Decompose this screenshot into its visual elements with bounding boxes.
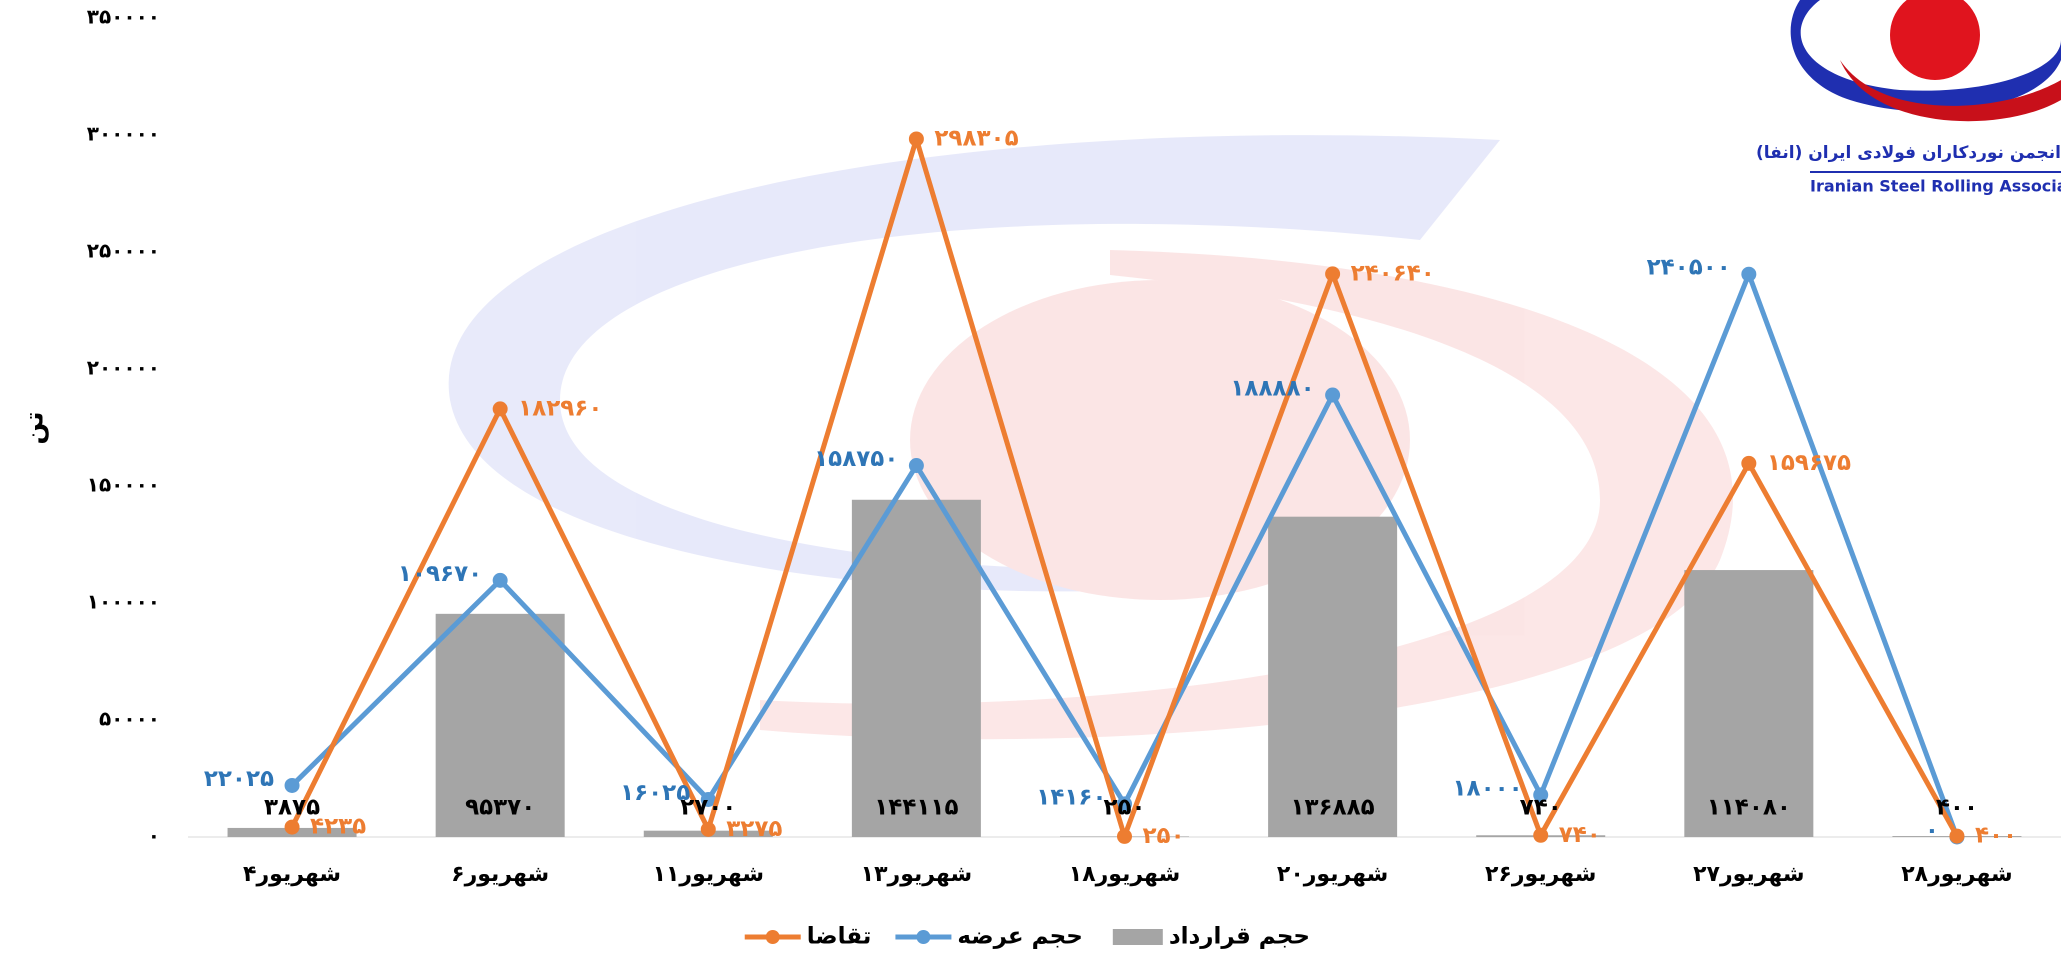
bar bbox=[1684, 570, 1814, 837]
marker bbox=[1741, 266, 1757, 282]
legend-label: حجم عرضه bbox=[957, 924, 1082, 950]
marker bbox=[492, 572, 508, 588]
marker bbox=[1325, 266, 1341, 282]
data-label: ۱۴۴۱۱۵ bbox=[874, 795, 958, 821]
marker bbox=[1325, 387, 1341, 403]
legend-swatch bbox=[1112, 929, 1163, 945]
data-label: ۱۸۰۰۰ bbox=[1453, 775, 1523, 801]
data-label: ۱۴۱۶۰ bbox=[1036, 784, 1106, 810]
y-tick-label: ۳۰۰۰۰۰ bbox=[87, 122, 160, 146]
x-tick-label: ۲۰شهریور bbox=[1277, 862, 1388, 887]
data-label: ۱۱۴۰۸۰ bbox=[1707, 795, 1791, 821]
legend-label: حجم قرارداد bbox=[1169, 924, 1310, 950]
data-label: ۷۴۰ bbox=[1559, 822, 1601, 848]
x-tick-label: ۱۸شهریور bbox=[1069, 862, 1180, 887]
y-axis-label: تن bbox=[20, 411, 50, 444]
data-label: ۹۵۳۷۰ bbox=[465, 795, 535, 821]
y-tick-label: ۵۰۰۰۰ bbox=[99, 707, 160, 731]
x-tick-label: ۶شهریور bbox=[451, 862, 549, 887]
x-tick-label: ۱۱شهریور bbox=[653, 862, 764, 887]
data-label: ۱۸۲۹۶۰ bbox=[518, 395, 602, 421]
y-tick-label: ۰ bbox=[148, 824, 160, 848]
marker bbox=[492, 401, 508, 417]
data-label: ۲۴۰۵۰۰ bbox=[1647, 255, 1731, 281]
marker bbox=[1533, 827, 1549, 843]
marker bbox=[1949, 828, 1965, 844]
logo-swoosh bbox=[1840, 60, 2061, 122]
x-tick-label: ۲۸شهریور bbox=[1901, 862, 2012, 887]
watermark bbox=[448, 135, 1733, 740]
logo-subtitle: Iranian Steel Rolling Association bbox=[1810, 177, 2061, 196]
data-label: ۱۵۹۶۷۵ bbox=[1767, 450, 1851, 476]
data-label: ۲۴۰۶۴۰ bbox=[1351, 260, 1435, 286]
y-tick-label: ۱۵۰۰۰۰ bbox=[87, 473, 160, 497]
data-label: ۲۲۰۲۵ bbox=[204, 766, 274, 792]
y-tick-label: ۲۰۰۰۰۰ bbox=[87, 356, 160, 380]
marker bbox=[700, 792, 716, 808]
x-tick-label: ۲۷شهریور bbox=[1693, 862, 1804, 887]
data-label: ۳۸۷۵ bbox=[264, 795, 320, 821]
data-label: ۱۳۶۸۸۵ bbox=[1290, 795, 1374, 821]
data-label: ۴۰۰ bbox=[1975, 823, 2017, 849]
data-label: ۱۸۸۸۸۰ bbox=[1230, 376, 1314, 402]
bar bbox=[851, 499, 981, 837]
marker bbox=[1117, 796, 1132, 812]
marker bbox=[284, 819, 300, 835]
data-label: ۱۰۹۶۷۰ bbox=[398, 561, 482, 587]
marker bbox=[908, 458, 924, 474]
bar bbox=[1268, 516, 1398, 837]
data-label: ۳۲۷۵ bbox=[726, 816, 782, 842]
y-tick-label: ۳۵۰۰۰۰ bbox=[87, 5, 160, 29]
y-tick-label: ۱۰۰۰۰۰ bbox=[87, 590, 160, 614]
marker bbox=[1117, 828, 1132, 844]
x-tick-label: ۲۶شهریور bbox=[1485, 862, 1596, 887]
logo-title: انجمن نوردکاران فولادی ایران (انفا) bbox=[1756, 143, 2061, 163]
legend-swatch bbox=[916, 930, 931, 944]
data-label: ۴۲۳۵ bbox=[310, 814, 366, 840]
legend: حجم قرارداد حجم عرضه تقاضا bbox=[744, 924, 1310, 950]
data-label: ۰ bbox=[1925, 818, 1939, 844]
data-label: ۲۹۸۳۰۵ bbox=[934, 125, 1018, 151]
data-label: ۷۴۰ bbox=[1520, 795, 1562, 821]
data-label: ۱۶۰۲۵ bbox=[620, 780, 690, 806]
marker bbox=[700, 821, 716, 837]
data-label: ۱۵۸۷۵۰ bbox=[814, 446, 898, 472]
x-tick-label: ۱۳شهریور bbox=[861, 862, 972, 887]
x-tick-label: ۴شهریور bbox=[243, 862, 341, 887]
data-label: ۲۵۰ bbox=[1103, 795, 1145, 821]
data-label: ۲۷۰۰ bbox=[680, 795, 736, 821]
marker bbox=[1533, 787, 1549, 803]
marker bbox=[284, 777, 300, 793]
data-label: ۴۰۰ bbox=[1936, 795, 1978, 821]
logo: انجمن نوردکاران فولادی ایران (انفا) Iran… bbox=[1756, 0, 2061, 196]
logo-circle bbox=[1890, 0, 1980, 80]
marker bbox=[908, 131, 924, 147]
bar bbox=[435, 613, 565, 837]
legend-label: تقاضا bbox=[807, 924, 872, 950]
legend-swatch bbox=[765, 930, 780, 944]
y-tick-label: ۲۵۰۰۰۰ bbox=[87, 239, 160, 263]
data-label: ۲۵۰ bbox=[1143, 823, 1185, 849]
marker bbox=[1741, 455, 1757, 471]
